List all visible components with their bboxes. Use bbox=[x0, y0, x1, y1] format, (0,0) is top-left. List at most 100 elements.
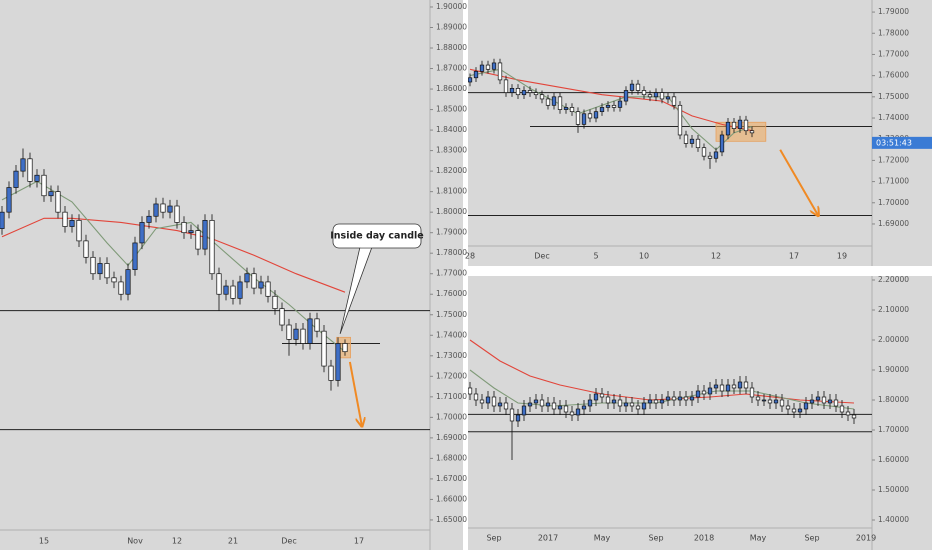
candle-body bbox=[851, 414, 857, 419]
candle-body bbox=[509, 408, 515, 422]
y-tick-label: 1.87000 bbox=[436, 64, 467, 73]
candle-body bbox=[797, 408, 803, 413]
y-tick-label: 1.40000 bbox=[878, 515, 909, 524]
y-tick-label: 1.70000 bbox=[878, 198, 909, 207]
candle-body bbox=[307, 318, 313, 344]
candle-body bbox=[641, 402, 647, 410]
x-tick-label: 28 bbox=[465, 252, 475, 261]
candle-body bbox=[635, 405, 641, 410]
candle-body bbox=[731, 121, 737, 129]
y-tick-label: 1.50000 bbox=[878, 485, 909, 494]
candle-body bbox=[104, 263, 110, 279]
candle-body bbox=[827, 399, 833, 404]
x-tick-label: 5 bbox=[593, 252, 598, 261]
candle-body bbox=[473, 71, 479, 79]
candle-body bbox=[665, 396, 671, 401]
y-tick-label: 1.72000 bbox=[436, 371, 467, 380]
candle-body bbox=[713, 384, 719, 389]
candle-body bbox=[209, 220, 215, 275]
countdown-label: 03:51:43 bbox=[876, 138, 912, 147]
candle-body bbox=[737, 119, 743, 129]
forecast-arrow bbox=[779, 149, 818, 215]
candle-body bbox=[713, 151, 719, 159]
candle-body bbox=[689, 396, 695, 401]
candle-body bbox=[683, 396, 689, 401]
candle-body bbox=[593, 393, 599, 401]
candle-body bbox=[779, 399, 785, 407]
plot-area bbox=[0, 148, 430, 431]
candle-body bbox=[653, 92, 659, 98]
y-tick-label: 1.69000 bbox=[436, 433, 467, 442]
x-tick-label: Sep bbox=[486, 534, 501, 543]
candle-body bbox=[653, 399, 659, 404]
x-tick-label: 2019 bbox=[856, 534, 876, 543]
candle-body bbox=[551, 402, 557, 410]
candle-body bbox=[515, 88, 521, 96]
x-tick-label: 19 bbox=[837, 252, 847, 261]
candle-body bbox=[97, 263, 103, 275]
candle-body bbox=[767, 399, 773, 404]
candle-body bbox=[503, 79, 509, 93]
candle-body bbox=[286, 324, 292, 340]
x-tick-label: 15 bbox=[39, 537, 49, 546]
candle-body bbox=[181, 222, 187, 234]
y-tick-label: 1.77000 bbox=[878, 49, 909, 58]
candle-body bbox=[659, 399, 665, 404]
candle-body bbox=[845, 411, 851, 416]
candle-body bbox=[55, 191, 61, 213]
y-tick-label: 1.83000 bbox=[436, 146, 467, 155]
y-tick-label: 1.73000 bbox=[436, 351, 467, 360]
candle-body bbox=[587, 113, 593, 119]
y-tick-label: 1.65000 bbox=[436, 515, 467, 524]
candle-body bbox=[665, 96, 671, 100]
x-tick-label: 2018 bbox=[694, 534, 714, 543]
x-tick-label: 12 bbox=[172, 537, 182, 546]
y-tick-label: 1.67000 bbox=[436, 474, 467, 483]
candle-body bbox=[647, 94, 653, 98]
candle-body bbox=[83, 240, 89, 258]
y-tick-label: 1.78000 bbox=[878, 28, 909, 37]
y-tick-label: 1.79000 bbox=[436, 228, 467, 237]
candle-body bbox=[174, 205, 180, 223]
candle-body bbox=[635, 83, 641, 91]
candle-body bbox=[569, 107, 575, 113]
candle-body bbox=[629, 402, 635, 407]
y-tick-label: 1.66000 bbox=[436, 494, 467, 503]
x-tick-label: 17 bbox=[354, 537, 364, 546]
plot-area bbox=[468, 58, 872, 216]
candle-body bbox=[244, 273, 250, 283]
candle-body bbox=[485, 396, 491, 404]
candle-body bbox=[599, 107, 605, 113]
y-tick-label: 1.71000 bbox=[878, 177, 909, 186]
candle-body bbox=[629, 83, 635, 91]
x-tick-label: 21 bbox=[228, 537, 238, 546]
candle-body bbox=[27, 158, 33, 182]
candle-body bbox=[479, 399, 485, 404]
y-tick-label: 1.60000 bbox=[878, 455, 909, 464]
candle-body bbox=[515, 414, 521, 422]
y-tick-label: 2.20000 bbox=[878, 275, 909, 284]
candle-body bbox=[251, 273, 257, 289]
y-tick-label: 1.77000 bbox=[436, 269, 467, 278]
plot-area bbox=[468, 339, 872, 460]
y-tick-label: 1.80000 bbox=[436, 207, 467, 216]
candle-body bbox=[321, 330, 327, 367]
candle-body bbox=[671, 96, 677, 106]
candle-body bbox=[491, 396, 497, 407]
price-tag bbox=[872, 136, 932, 149]
y-tick-label: 1.89000 bbox=[436, 22, 467, 31]
candle-body bbox=[230, 285, 236, 299]
candle-body bbox=[563, 107, 569, 110]
y-tick-label: 1.85000 bbox=[436, 105, 467, 114]
candle-body bbox=[815, 396, 821, 401]
candle-body bbox=[293, 328, 299, 340]
candle-body bbox=[509, 88, 515, 93]
candle-body bbox=[551, 96, 557, 106]
y-tick-label: 1.90000 bbox=[436, 2, 467, 11]
candle-body bbox=[701, 147, 707, 157]
candle-body bbox=[76, 220, 82, 242]
moving-average bbox=[469, 369, 855, 410]
y-tick-label: 1.72000 bbox=[878, 155, 909, 164]
candle-body bbox=[69, 220, 75, 227]
y-tick-label: 1.75000 bbox=[436, 310, 467, 319]
